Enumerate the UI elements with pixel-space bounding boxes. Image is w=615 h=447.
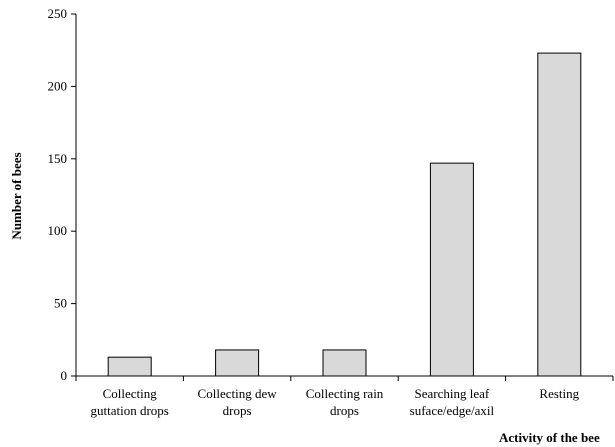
axes-group xyxy=(75,14,613,377)
bar xyxy=(429,162,474,377)
y-tick-label: 50 xyxy=(54,296,67,311)
category-labels-group: Collecting guttation drops Collecting dew d… xyxy=(91,386,580,418)
bar xyxy=(215,349,260,377)
x-category-label: Collecting dew drops xyxy=(198,386,278,418)
y-axis-title: Number of bees xyxy=(9,152,24,239)
y-tick-label: 200 xyxy=(48,78,68,93)
y-ticks-group: 0 50 100 150 200 250 xyxy=(48,6,76,383)
x-category-label: Resting xyxy=(539,386,579,401)
y-tick-label: 100 xyxy=(48,223,68,238)
x-axis-title: Activity of the bee xyxy=(499,430,600,445)
x-category-label: Collecting guttation drops xyxy=(91,386,169,418)
y-tick-label: 0 xyxy=(61,368,68,383)
bar xyxy=(107,356,152,377)
x-ticks-group xyxy=(75,376,614,381)
y-tick-label: 150 xyxy=(48,151,68,166)
bar xyxy=(537,52,582,377)
bars-group xyxy=(107,52,582,377)
bar xyxy=(322,349,367,377)
x-category-label: Collecting rain drops xyxy=(306,386,384,418)
y-tick-label: 250 xyxy=(48,6,68,21)
x-category-label: Searching leaf suface/edge/axil xyxy=(410,386,495,418)
